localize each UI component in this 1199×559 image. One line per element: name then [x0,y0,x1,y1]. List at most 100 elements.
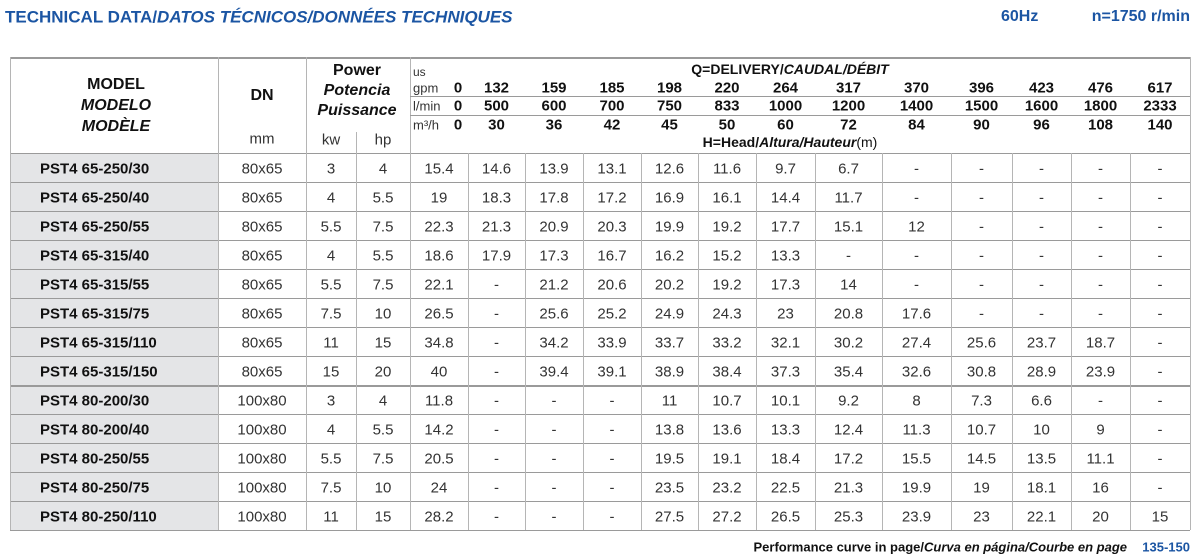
head-value: 26.5 [424,305,454,322]
head-value: 16.7 [597,247,627,264]
head-value: 17.8 [539,189,569,206]
flow-value: 220 [714,79,740,97]
head-value: - [1098,276,1103,293]
head-value: - [551,392,557,409]
hp-value: 5.5 [372,189,394,206]
flow-value: 264 [772,79,799,97]
column-border [306,57,307,530]
head-value: 27.2 [712,508,742,525]
flow-value: 90 [973,116,990,134]
model-cell-bg [10,356,218,385]
head-value: 19.5 [654,450,685,467]
flow-value: 159 [541,79,567,97]
hp-value: 7.5 [372,450,394,467]
flow-value: 60 [777,116,794,134]
head-value: 17.2 [597,189,627,206]
head-value: 18.3 [481,189,512,206]
head-value: 11.1 [1086,450,1115,467]
model-name: PST4 65-250/30 [40,160,150,177]
head-value: 28.9 [1026,363,1057,380]
head-value: 15.5 [901,450,932,467]
head-value: 11.7 [834,189,863,206]
head-value: 30.8 [966,363,997,380]
head-value: 9 [1096,421,1105,438]
dn-value: 80x65 [241,276,283,293]
model-cell-bg [10,472,218,501]
head-value: - [1039,160,1044,177]
flow-value: 108 [1087,116,1114,134]
head-value: - [1157,450,1163,467]
head-value: 19.2 [712,276,742,293]
head-value: 23.9 [901,508,932,525]
head-value: - [494,392,499,409]
head-value: - [979,189,984,206]
head-value: 11.3 [902,421,931,438]
head-value: 25.6 [966,334,997,351]
flow-value: 72 [840,116,857,134]
head-value: 19.1 [712,450,742,467]
head-value: 22.3 [424,218,454,235]
head-value: 10.7 [712,392,742,409]
column-border [410,57,411,530]
flow-value: 50 [718,116,736,134]
model-name: PST4 80-250/110 [40,508,157,525]
kw-value: 4 [326,189,336,206]
column-border [951,153,952,530]
head-value: - [1157,363,1163,380]
row-border [10,240,1190,241]
row-border [10,269,1190,270]
head-value: 21.3 [833,479,864,496]
head-value: 23.7 [1026,334,1057,351]
head-value: 20.3 [597,218,627,235]
flow-unit: m³/h [413,117,439,133]
dn-value: 100x80 [237,392,287,409]
head-value: - [1157,247,1163,264]
head-value: - [1098,305,1103,322]
head-value: - [1157,160,1163,177]
head-value: 37.3 [770,363,801,380]
row-border [10,414,1190,415]
power-unit: kw [321,131,341,149]
power-header: Power [332,62,382,79]
head-value: 19 [973,479,990,496]
dn-value: 80x65 [241,334,283,351]
flow-value: 833 [714,97,740,115]
head-value: - [914,247,919,264]
head-value: 15 [1151,508,1169,525]
row-border [10,501,1190,502]
flow-value: 1200 [831,97,866,115]
head-value: 16 [1092,479,1109,496]
head-value: - [1039,189,1044,206]
head-value: 6.7 [838,160,859,177]
head-value: 34.2 [539,334,569,351]
head-value: 38.9 [654,363,685,380]
head-value: 10.1 [770,392,801,409]
row-border [10,182,1190,183]
model-cell-bg [10,298,218,327]
column-border [356,153,357,530]
flow-value: 36 [545,116,563,134]
head-value: - [1157,218,1163,235]
flow-row-border [410,115,1190,116]
column-border [641,153,642,530]
column-border [218,57,219,530]
flow-row-border [410,96,1190,97]
column-border [356,132,357,153]
head-value: - [1157,392,1163,409]
head-value: 20.8 [833,305,864,322]
kw-value: 4 [326,247,336,264]
hp-value: 10 [374,305,392,322]
head-en: H=Head/ [702,134,760,150]
flow-value: 370 [903,79,930,97]
head-value: - [1098,218,1103,235]
delivery-translations: CAUDAL/DÉBIT [783,61,889,77]
hp-value: 7.5 [372,218,394,235]
head-value: 13.6 [712,421,742,438]
footer-text: Performance curve in page/ [753,539,924,555]
head-value: - [979,218,984,235]
kw-value: 5.5 [320,276,342,293]
head-value: - [914,160,919,177]
flow-value: 1500 [964,97,999,115]
model-cell-bg [10,211,218,240]
